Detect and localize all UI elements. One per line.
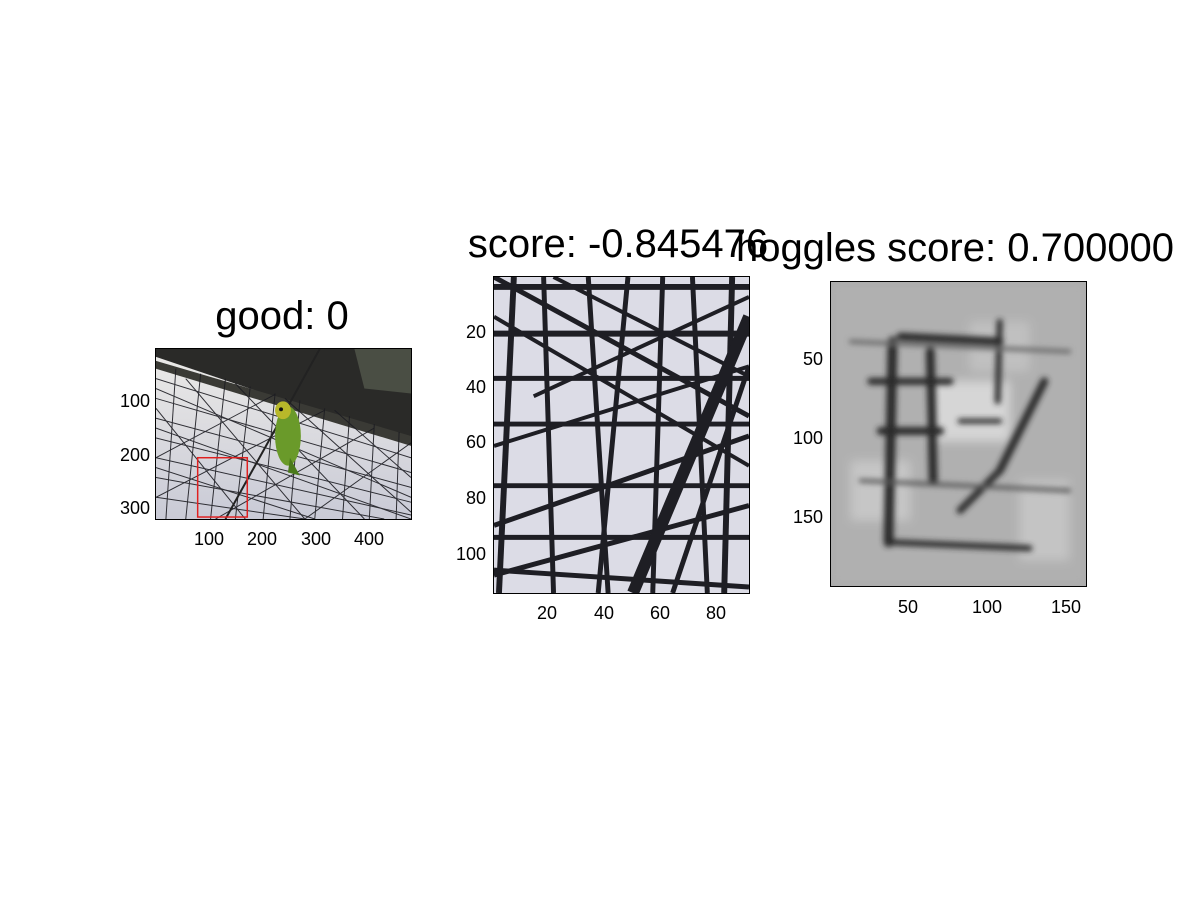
- y-tick: 150: [792, 507, 823, 527]
- y-tick: 50: [802, 349, 823, 369]
- x-tick: 300: [300, 529, 332, 549]
- y-tick: 200: [119, 445, 150, 465]
- y-tick: 300: [119, 498, 150, 518]
- crop-highlight-box: [196, 456, 249, 518]
- axes-crop: [493, 276, 750, 594]
- x-tick: 150: [1050, 597, 1082, 617]
- y-tick: 100: [119, 391, 150, 411]
- panel-title-crop: score: -0.845476: [467, 222, 769, 266]
- x-tick: 100: [193, 529, 225, 549]
- hoggles-image: [831, 282, 1086, 586]
- y-tick: 20: [465, 322, 486, 342]
- axes-hoggles: [830, 281, 1087, 587]
- crop-image: [494, 277, 749, 593]
- y-tick: 60: [465, 432, 486, 452]
- panel-title-hoggles: hoggles score: 0.700000: [735, 226, 1175, 270]
- x-tick: 50: [897, 597, 919, 617]
- y-tick: 100: [455, 544, 486, 564]
- x-tick: 20: [536, 603, 558, 623]
- x-tick: 200: [246, 529, 278, 549]
- original-image: [156, 349, 411, 519]
- y-tick: 80: [465, 488, 486, 508]
- y-tick: 100: [792, 428, 823, 448]
- y-tick: 40: [465, 377, 486, 397]
- x-tick: 100: [971, 597, 1003, 617]
- x-tick: 40: [593, 603, 615, 623]
- panel-title-original: good: 0: [215, 294, 349, 338]
- x-tick: 60: [649, 603, 671, 623]
- x-tick: 80: [705, 603, 727, 623]
- axes-original: [155, 348, 412, 520]
- x-tick: 400: [353, 529, 385, 549]
